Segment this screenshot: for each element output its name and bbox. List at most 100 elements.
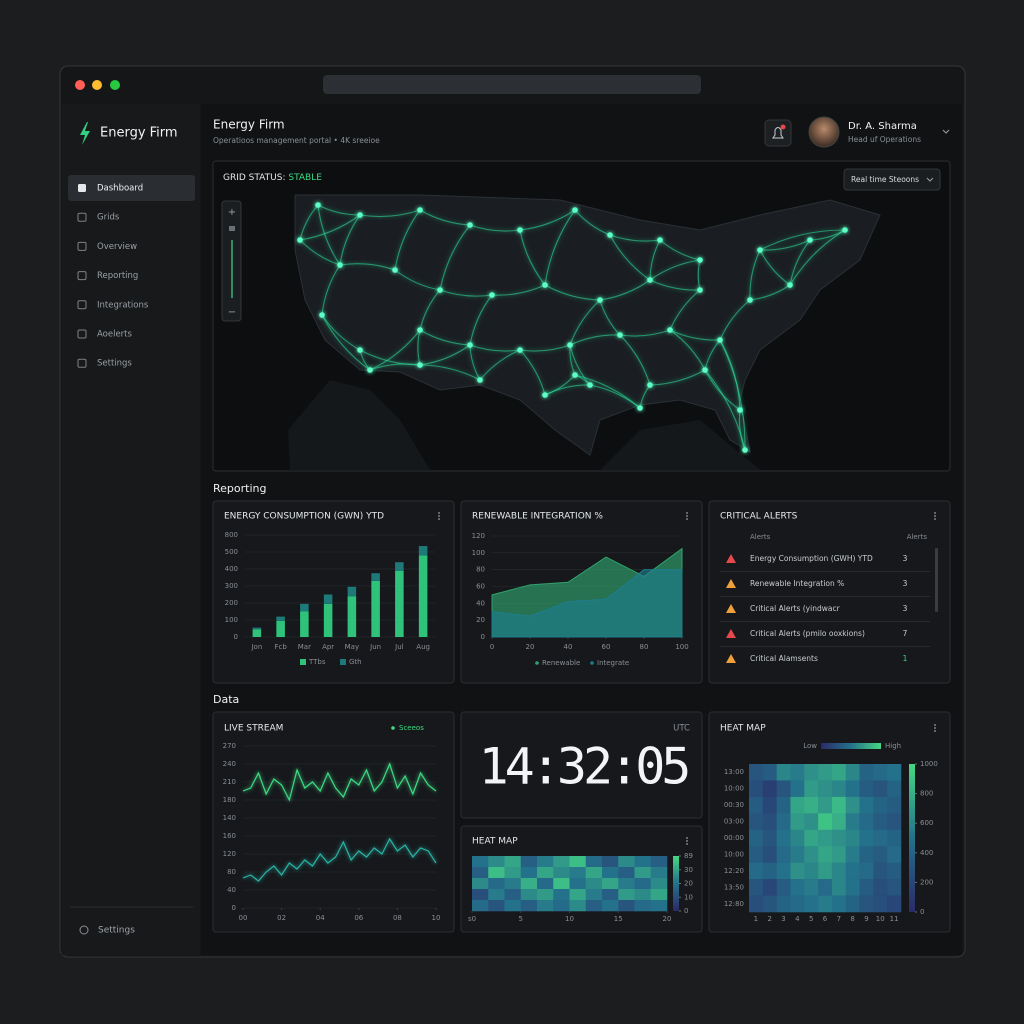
section-title: Data [213, 693, 239, 706]
x-tick-label: 02 [277, 914, 286, 922]
clock-zone: UTC [673, 724, 690, 734]
dropdown[interactable] [843, 168, 941, 191]
heat-cell [488, 900, 505, 912]
heat-cell [873, 796, 888, 814]
nav-item[interactable]: Aoelerts [97, 330, 133, 340]
maximize-button[interactable] [110, 80, 120, 90]
heat-cell [585, 889, 603, 901]
heat-cell [762, 895, 777, 913]
heat-cell [845, 879, 860, 896]
colorbar-label: 10 [684, 893, 693, 901]
nav-item[interactable]: Dashboard [97, 184, 143, 194]
dropdown-chevron [926, 177, 934, 182]
grid-node [697, 287, 703, 293]
heat-cell [762, 796, 777, 814]
grid-node [467, 342, 473, 348]
avatar[interactable] [808, 116, 840, 148]
zoom-out[interactable]: − [228, 307, 236, 318]
colorbar-label: 0 [920, 908, 924, 916]
menu-dot [686, 843, 688, 845]
heat-cell [650, 900, 668, 912]
scrollbar[interactable] [935, 548, 938, 612]
colorbar-label: 20 [684, 880, 693, 888]
x-tick-label: 06 [354, 914, 363, 922]
grid-link [544, 209, 576, 286]
grid-link [719, 339, 746, 451]
grid-node [702, 367, 708, 373]
x-tick-label: 08 [393, 914, 402, 922]
heat-cell [776, 764, 791, 781]
heat-cell [790, 764, 805, 781]
minimize-button[interactable] [92, 80, 102, 90]
bar [395, 562, 404, 571]
grid-link [339, 263, 396, 271]
notification-button[interactable] [764, 119, 792, 147]
bar [276, 620, 285, 637]
heat-cell [602, 867, 619, 879]
country-outline [294, 194, 881, 456]
menu-dot [438, 518, 440, 520]
nav-item[interactable]: Reporting [97, 271, 138, 281]
menu-dot [934, 724, 936, 726]
heat-cell [553, 856, 570, 868]
heat-cell [790, 895, 805, 913]
nav-item[interactable]: Settings [97, 359, 132, 369]
heat-cell [488, 856, 505, 868]
grid-node [647, 277, 653, 283]
grid-link [544, 284, 601, 301]
nav-item[interactable]: Overview [97, 242, 137, 252]
heat-cell [762, 813, 777, 831]
heat-cell [859, 879, 874, 896]
heat-cell [859, 895, 874, 913]
section-title: Reporting [213, 482, 266, 495]
x-tick-label: 04 [316, 914, 325, 922]
dropdown-label: Real time Steoons [851, 175, 919, 184]
grid-link [749, 284, 791, 301]
heat-cell [749, 895, 764, 913]
user-menu-chevron[interactable] [942, 129, 950, 134]
y-tick-label: 160 [223, 832, 236, 840]
nav-item[interactable]: Grids [97, 213, 120, 223]
bar [300, 603, 309, 612]
heat-cell [553, 900, 570, 912]
x-tick-label: 5 [519, 915, 523, 923]
heat-cell [776, 879, 791, 896]
heat-cell [749, 846, 764, 863]
bar [252, 627, 262, 630]
heat-cell [553, 878, 570, 890]
heat-cell [585, 878, 603, 890]
x-tick-label: 6 [823, 915, 828, 923]
sidebar-footer[interactable]: Settings [98, 926, 135, 936]
colorbar-label: 1000 [920, 760, 938, 768]
grid-node [357, 212, 363, 218]
grid-link [299, 214, 361, 241]
y-tick-label: 270 [223, 742, 236, 750]
zoom-in[interactable]: + [228, 207, 236, 218]
x-tick-label: Jun [369, 643, 381, 651]
menu-dot [686, 518, 688, 520]
grid-node [697, 257, 703, 263]
x-tick-label: 7 [837, 915, 841, 923]
menu-dot [686, 515, 688, 517]
legend-label: Sceeos [399, 724, 424, 732]
alert-icon [726, 629, 736, 638]
heat-cell [887, 780, 902, 798]
zoom-handle[interactable] [229, 226, 235, 231]
x-tick-label: 5 [809, 915, 813, 923]
heat-cell [762, 846, 777, 863]
heat-cell [887, 796, 902, 814]
grid-node [357, 347, 363, 353]
heat-cell [873, 764, 888, 781]
y-tick-label: 180 [223, 796, 236, 804]
y-tick-label: 12:80 [724, 900, 744, 908]
nav-item[interactable]: Integrations [97, 300, 149, 310]
heat-cell [749, 813, 764, 831]
x-tick-label: s0 [468, 915, 476, 923]
heat-cell [845, 846, 860, 863]
x-tick-label: Aug [416, 643, 430, 651]
heat-cell [520, 889, 538, 901]
address-bar[interactable] [323, 75, 701, 94]
heat-cell [488, 889, 505, 901]
close-button[interactable] [75, 80, 85, 90]
